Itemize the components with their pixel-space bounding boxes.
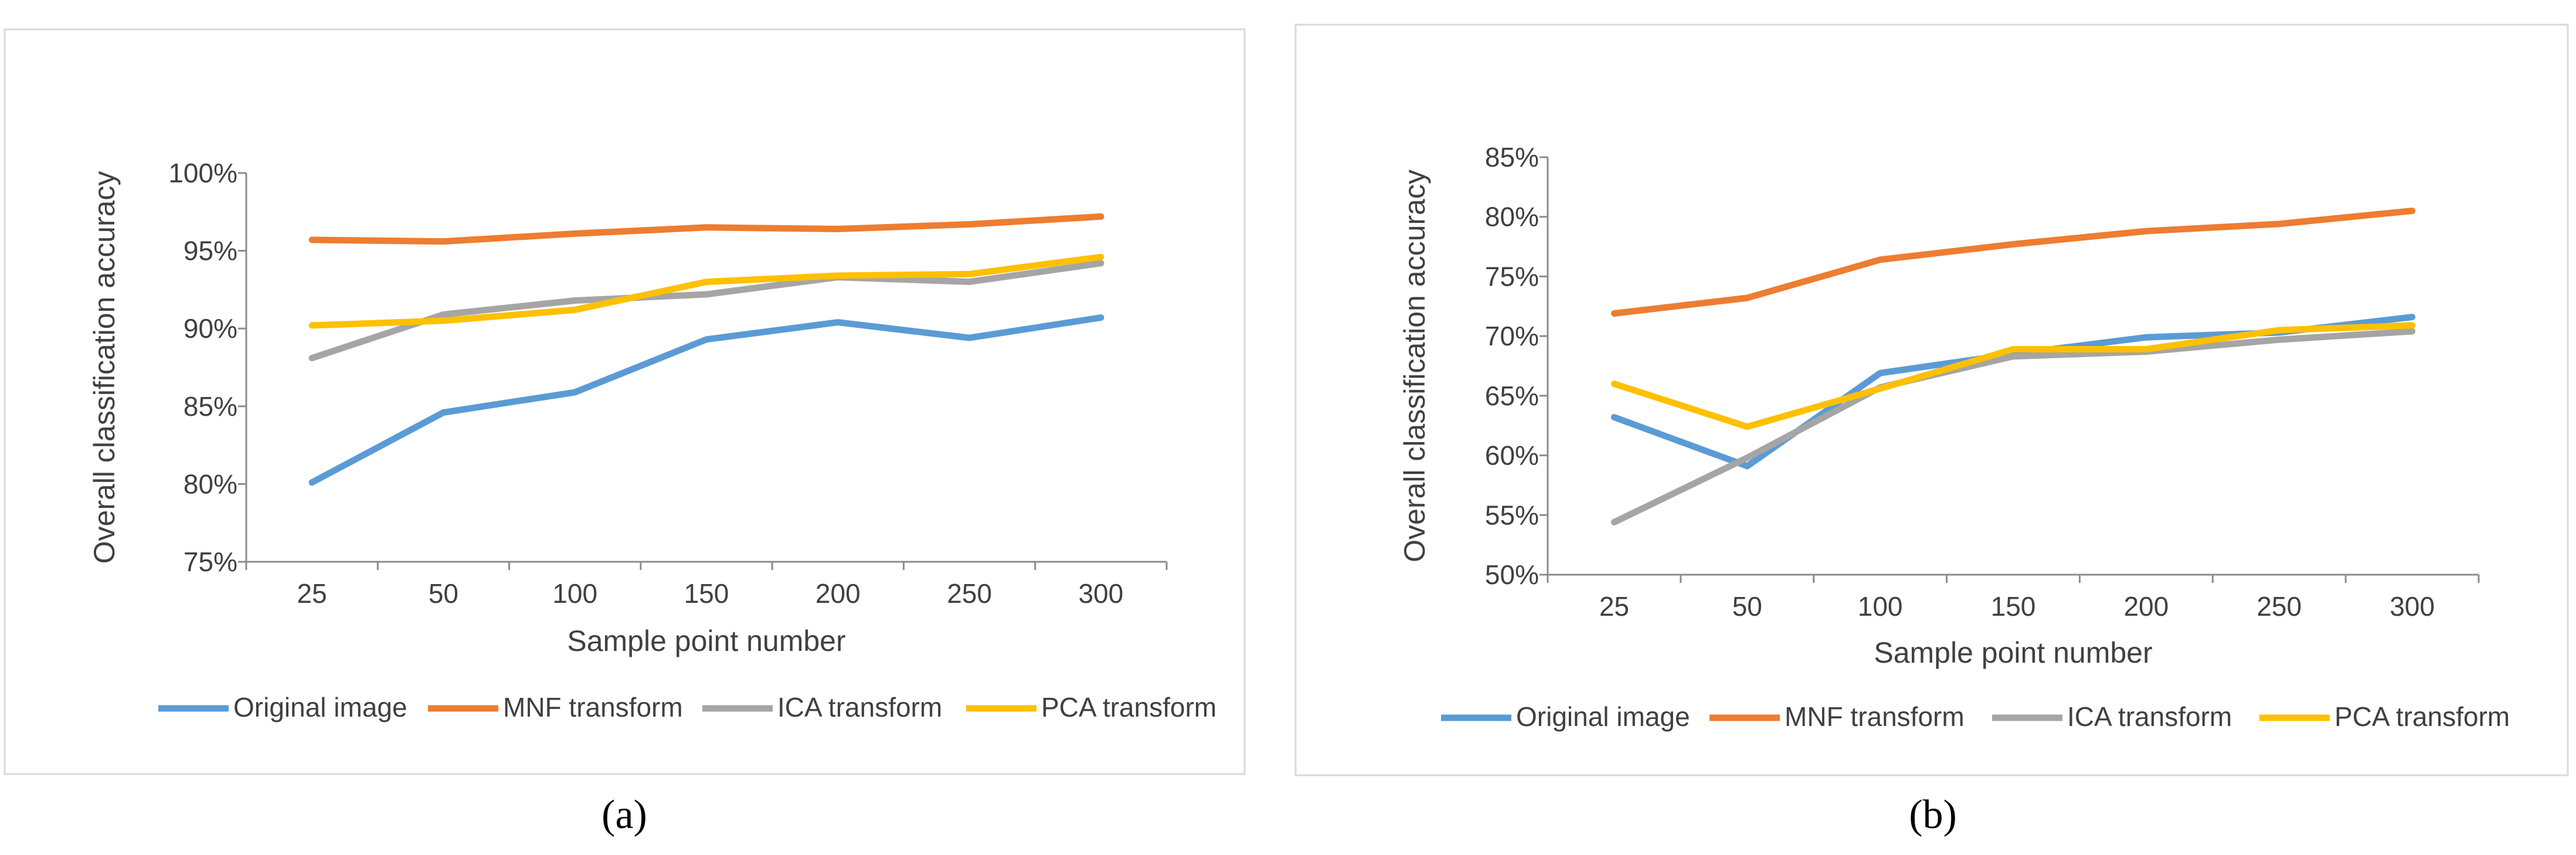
series-line-original-image [308, 314, 1105, 486]
y-axis-title: Overall classification accuracy [1398, 169, 1431, 562]
chart-a: 75% 80% 85% 90% 95% 100% 25 50 100 150 200 250 300 Sa… [88, 158, 1216, 722]
x-axis-title: Sample point number [1874, 636, 2152, 669]
x-tick-label: 25 [1599, 591, 1629, 622]
series-line-ica-transform [1610, 328, 2416, 525]
series-line-pca-transform [1610, 322, 2416, 430]
y-tick-label: 50% [1485, 559, 1539, 590]
y-tick-label: 55% [1485, 500, 1539, 530]
panel-b-frame [1294, 23, 2569, 776]
panel-label-a: (a) [601, 792, 647, 837]
x-tick-label: 50 [1732, 591, 1762, 622]
legend-label-ica-transform: ICA transform [777, 692, 942, 722]
y-tick-label: 65% [1485, 381, 1539, 411]
x-axis-title: Sample point number [567, 625, 845, 657]
series-line-mnf-transform [308, 213, 1105, 245]
y-tick-label: 60% [1485, 440, 1539, 471]
y-tick-label: 100% [168, 158, 237, 188]
y-tick-label: 85% [183, 391, 237, 422]
y-tick-label: 75% [183, 547, 237, 577]
y-tick-label: 85% [1485, 142, 1539, 172]
series-line-mnf-transform [1610, 208, 2416, 317]
x-tick-label: 300 [1078, 578, 1123, 609]
x-tick-label: 200 [2123, 591, 2169, 622]
x-tick-label: 150 [684, 578, 729, 609]
chart-b: 50% 55% 60% 65% 70% 75% 80% 85% 25 50 100 150 200 250… [1398, 142, 2510, 732]
x-tick-label: 25 [297, 578, 327, 609]
legend-label-pca-transform: PCA transform [1041, 692, 1216, 722]
legend-label-ica-transform: ICA transform [2067, 701, 2232, 732]
x-tick-label: 50 [429, 578, 458, 609]
x-tick-label: 300 [2390, 591, 2435, 622]
series-line-pca-transform [308, 253, 1105, 329]
series-line-ica-transform [308, 260, 1105, 362]
legend-label-original-image: Original image [1516, 701, 1690, 732]
x-tick-label: 250 [947, 578, 992, 609]
y-tick-label: 90% [183, 313, 237, 344]
panel-a-frame [4, 28, 1246, 775]
y-axis-title: Overall classification accuracy [88, 171, 121, 564]
x-tick-label: 100 [1858, 591, 1903, 622]
legend-label-original-image: Original image [233, 692, 407, 722]
y-tick-label: 95% [183, 236, 237, 266]
legend-label-pca-transform: PCA transform [2334, 701, 2510, 732]
x-tick-label: 200 [815, 578, 861, 609]
y-tick-label: 80% [1485, 202, 1539, 232]
x-tick-label: 250 [2256, 591, 2302, 622]
y-tick-label: 80% [183, 469, 237, 499]
y-tick-label: 75% [1485, 261, 1539, 291]
x-tick-label: 150 [1991, 591, 2036, 622]
panel-label-b: (b) [1909, 792, 1957, 837]
legend-label-mnf-transform: MNF transform [1785, 701, 1965, 732]
x-tick-label: 100 [552, 578, 597, 609]
y-tick-label: 70% [1485, 321, 1539, 351]
legend-label-mnf-transform: MNF transform [503, 692, 683, 722]
